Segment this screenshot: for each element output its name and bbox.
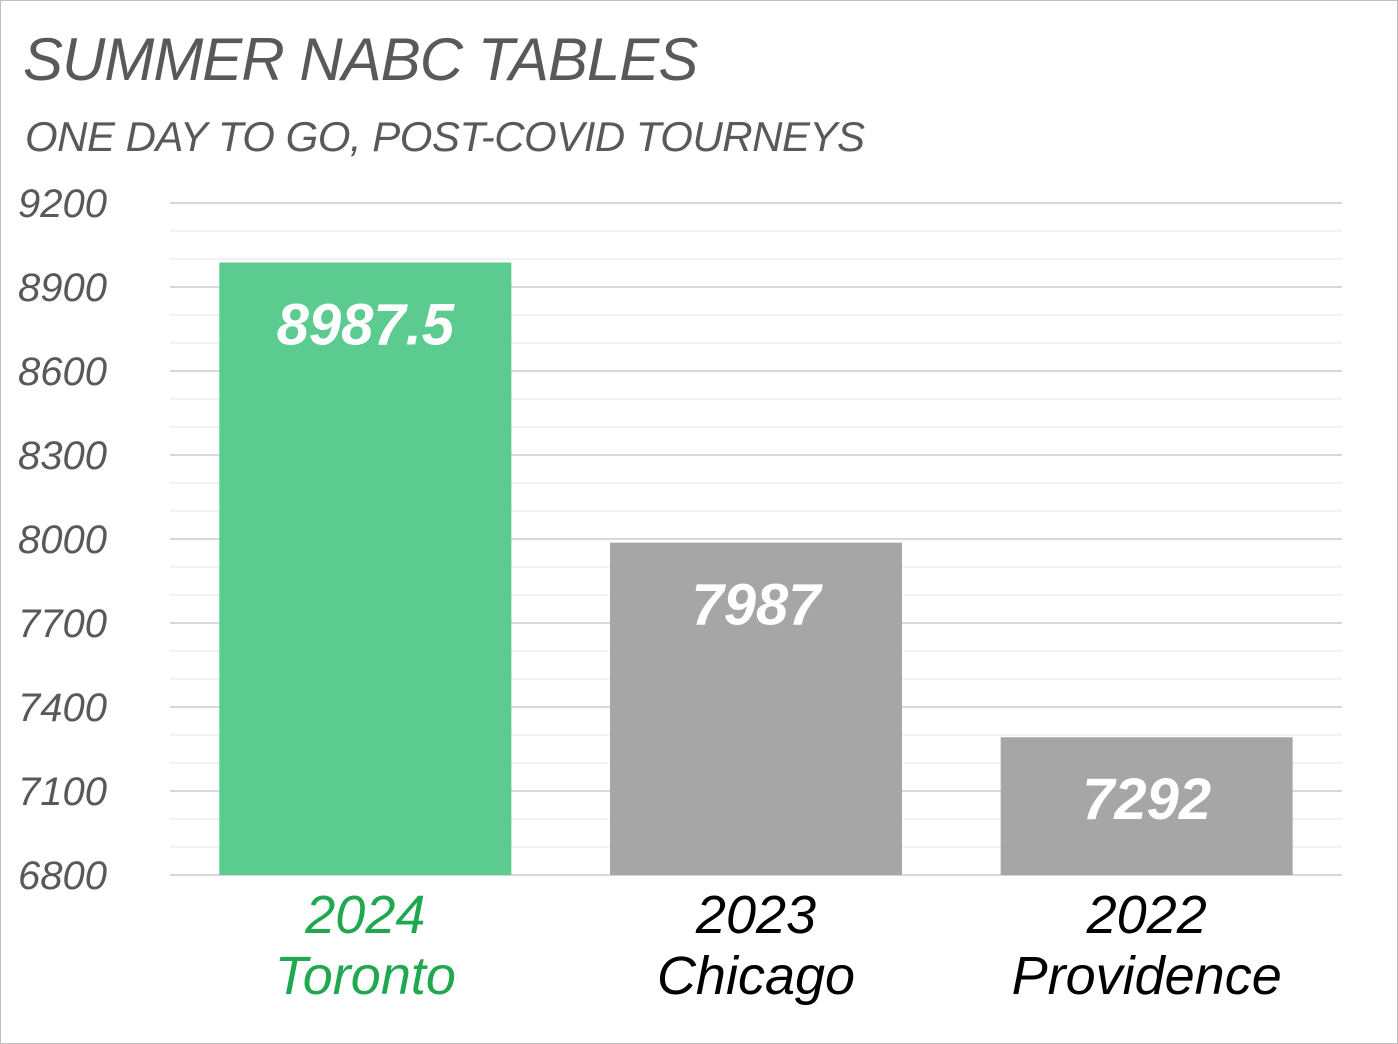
data-label: 8987.5 xyxy=(277,293,455,358)
data-label: 7292 xyxy=(1082,767,1211,832)
y-tick-label: 8900 xyxy=(18,266,107,310)
y-tick-label: 8300 xyxy=(18,434,107,478)
y-tick-label: 7100 xyxy=(18,770,107,814)
y-tick-label: 7400 xyxy=(18,686,107,730)
bar-2024 xyxy=(219,262,512,875)
bar-2023 xyxy=(610,542,902,875)
data-label: 7987 xyxy=(691,573,823,638)
category-year-label: 2024 xyxy=(304,885,425,945)
category-city-label: Chicago xyxy=(657,946,855,1006)
y-axis-ticks: 6800 7100 7400 7700 8000 8300 8600 8900 9200 xyxy=(18,182,107,898)
category-year-label: 2023 xyxy=(695,885,816,945)
y-tick-label: 6800 xyxy=(18,854,107,898)
data-labels: 8987.5 7987 7292 xyxy=(277,293,1212,833)
bar-2022 xyxy=(1000,737,1293,875)
y-tick-label: 8000 xyxy=(18,518,107,562)
y-tick-label: 8600 xyxy=(18,350,107,394)
y-tick-label: 7700 xyxy=(18,602,107,646)
chart-subtitle: ONE DAY TO GO, POST-COVID TOURNEYS xyxy=(25,113,865,160)
category-city-label: Providence xyxy=(1012,946,1282,1006)
bars xyxy=(219,262,1293,875)
category-city-label: Toronto xyxy=(275,946,456,1006)
y-tick-label: 9200 xyxy=(18,182,107,226)
category-year-label: 2022 xyxy=(1086,885,1207,945)
chart-title: SUMMER NABC TABLES xyxy=(23,26,698,93)
